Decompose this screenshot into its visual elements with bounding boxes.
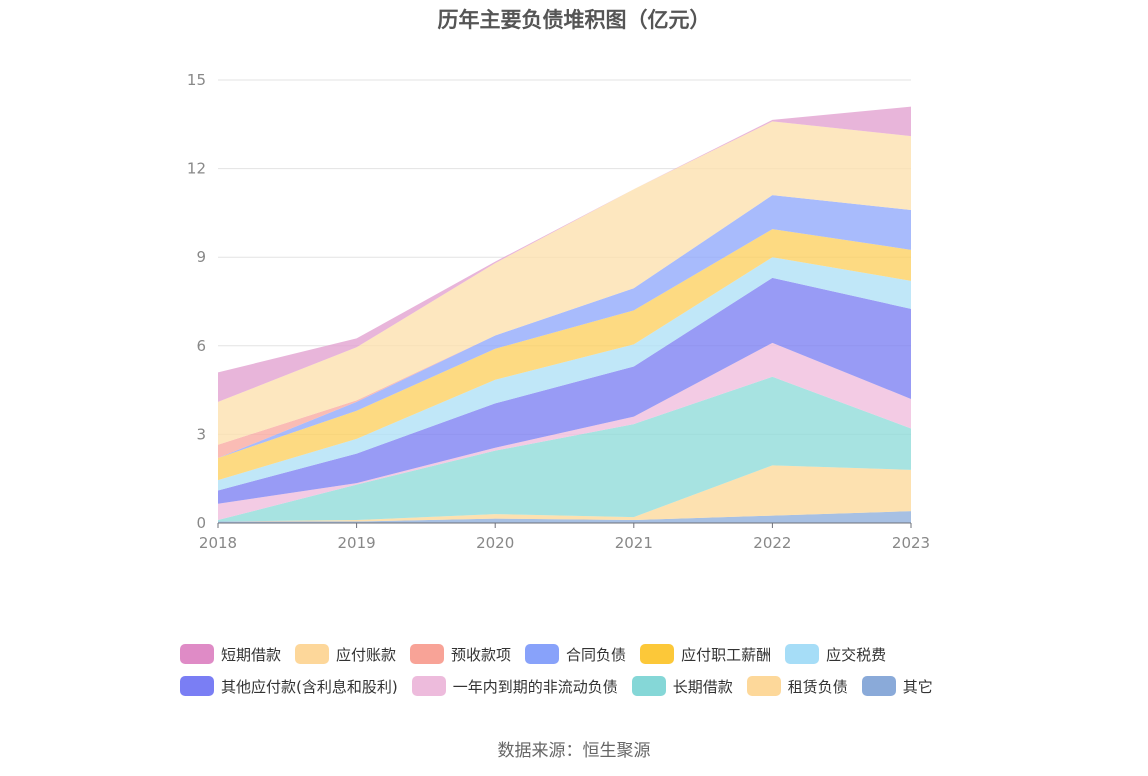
y-tick-label: 3	[196, 425, 206, 443]
legend-label: 其它	[902, 677, 933, 696]
legend-label: 预收款项	[451, 645, 512, 664]
legend-swatch	[785, 644, 820, 664]
legend-item[interactable]: 一年内到期的非流动负债	[411, 676, 618, 697]
legend-label: 应付职工薪酬	[681, 645, 772, 664]
area-series-1[interactable]	[218, 465, 911, 522]
legend-swatch	[295, 644, 330, 664]
area-series-5[interactable]	[218, 257, 911, 491]
legend-label: 其他应付款(含利息和股利)	[221, 677, 398, 696]
legend: 短期借款 应付账款 预收款项 合同负债 应付职工薪酬 应交税费其他应付款(含利息和股利) 一…	[180, 638, 1000, 702]
legend-swatch	[746, 676, 781, 696]
area-series-9[interactable]	[218, 121, 911, 445]
legend-label: 应付账款	[336, 645, 397, 664]
axes: 0 3 6 9 12 15 2018 2019 2020 2021 2022 2023	[187, 71, 930, 552]
legend-item[interactable]: 其他应付款(含利息和股利)	[180, 676, 398, 697]
x-tick-label: 2019	[338, 534, 376, 552]
legend-label: 一年内到期的非流动负债	[452, 677, 618, 696]
legend-item[interactable]: 应付账款	[295, 644, 396, 665]
legend-item[interactable]: 其它	[861, 676, 933, 697]
legend-row: 短期借款 应付账款 预收款项 合同负债 应付职工薪酬 应交税费	[180, 638, 1000, 670]
legend-item[interactable]: 应付职工薪酬	[640, 644, 771, 665]
x-tick-label: 2020	[476, 534, 514, 552]
chart-area: 0 3 6 9 12 15 2018 2019 2020 2021 2022 2023	[187, 71, 930, 552]
legend-swatch	[525, 644, 560, 664]
y-tick-label: 15	[187, 71, 206, 89]
legend-swatch	[410, 644, 445, 664]
legend-item[interactable]: 预收款项	[410, 644, 511, 665]
legend-label: 合同负债	[566, 645, 627, 664]
area-series-7[interactable]	[218, 195, 911, 459]
x-tick-label: 2021	[615, 534, 653, 552]
x-tick-label: 2023	[892, 534, 930, 552]
legend-swatch	[180, 644, 214, 664]
legend-swatch	[631, 676, 666, 696]
x-tick-label: 2022	[753, 534, 791, 552]
area-series-3[interactable]	[218, 342, 911, 521]
area-series-10[interactable]	[218, 106, 911, 402]
legend-swatch	[640, 644, 675, 664]
legend-label: 租赁负债	[787, 677, 848, 696]
y-tick-label: 9	[196, 248, 206, 266]
y-tick-label: 6	[196, 337, 206, 355]
legend-label: 应交税费	[826, 645, 887, 664]
legend-row: 其他应付款(含利息和股利) 一年内到期的非流动负债 长期借款 租赁负债 其它	[180, 670, 1000, 702]
area-series-2[interactable]	[218, 376, 911, 522]
legend-item[interactable]: 应交税费	[785, 644, 886, 665]
y-tick-label: 0	[196, 514, 206, 532]
stacked-areas	[218, 106, 911, 523]
legend-swatch	[861, 676, 896, 696]
legend-swatch	[411, 676, 446, 696]
legend-label: 长期借款	[672, 677, 733, 696]
legend-item[interactable]: 租赁负债	[746, 676, 848, 697]
legend-swatch	[180, 676, 214, 696]
source-note: 数据来源：恒生聚源	[497, 741, 651, 761]
legend-item[interactable]: 合同负债	[525, 644, 626, 665]
legend-item[interactable]: 短期借款	[180, 644, 281, 665]
y-tick-label: 12	[187, 160, 206, 178]
area-series-4[interactable]	[218, 277, 911, 504]
chart-title: 历年主要负债堆积图（亿元）	[437, 8, 711, 32]
legend-item[interactable]: 长期借款	[631, 676, 733, 697]
area-series-6[interactable]	[218, 229, 911, 481]
legend-label: 短期借款	[221, 645, 282, 664]
area-series-0[interactable]	[218, 511, 911, 523]
x-tick-label: 2018	[199, 534, 237, 552]
